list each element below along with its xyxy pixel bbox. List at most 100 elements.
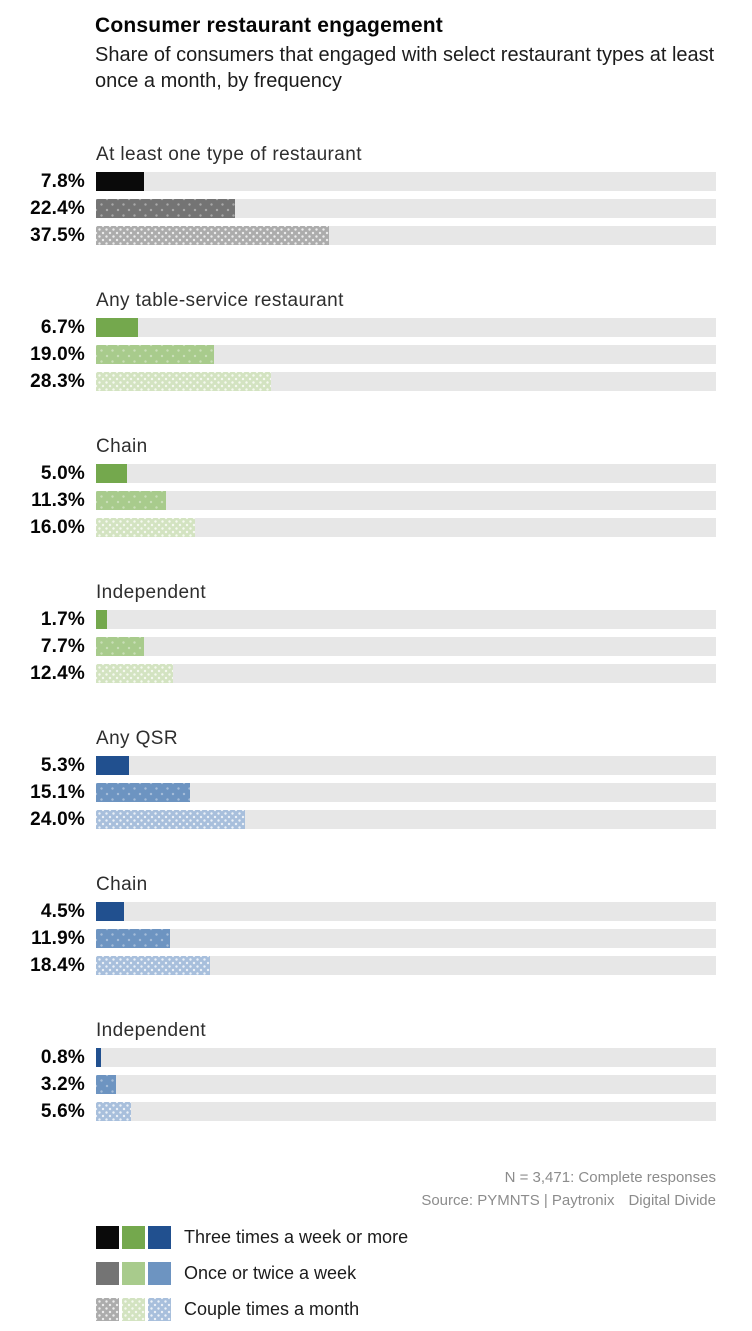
group-title: Chain (96, 874, 148, 895)
legend-swatches (96, 1226, 174, 1249)
bar-fill (96, 1102, 131, 1121)
chart-subtitle: Share of consumers that engaged with sel… (95, 44, 715, 92)
value-label: 16.0% (30, 516, 85, 538)
bar-fill (96, 226, 329, 245)
bar-row: 0.8% (0, 1046, 752, 1068)
bar-fill (96, 929, 170, 948)
bar-track (96, 226, 716, 245)
bar-fill (96, 518, 196, 537)
value-label: 28.3% (30, 370, 85, 392)
value-label: 19.0% (30, 343, 85, 365)
bar-group-any-qsr: Any QSR 5.3% 15.1% 24.0% (0, 728, 752, 830)
bar-fill (96, 345, 214, 364)
bar-row: 11.3% (0, 489, 752, 511)
value-label: 5.3% (40, 754, 85, 776)
bar-group-table-service-independent: Independent 1.7% 7.7% 12.4% (0, 582, 752, 684)
bar-row: 16.0% (0, 516, 752, 538)
bar-fill (96, 172, 145, 191)
bar-track (96, 1048, 716, 1067)
bar-track (96, 810, 716, 829)
value-label: 5.0% (40, 462, 85, 484)
bar-track (96, 783, 716, 802)
bar-fill (96, 372, 272, 391)
value-label: 18.4% (30, 954, 85, 976)
bar-fill (96, 956, 211, 975)
bar-fill (96, 199, 235, 218)
bar-row: 3.2% (0, 1073, 752, 1095)
bar-fill (96, 637, 144, 656)
group-title: Chain (96, 436, 148, 457)
bar-fill (96, 810, 245, 829)
bar-row: 4.5% (0, 900, 752, 922)
bar-row: 11.9% (0, 927, 752, 949)
legend-label: Couple times a month (184, 1299, 360, 1319)
group-title: At least one type of restaurant (96, 144, 362, 165)
bar-row: 7.7% (0, 635, 752, 657)
bar-row: 6.7% (0, 316, 752, 338)
swatch-green-freq1 (122, 1226, 145, 1249)
value-label: 24.0% (30, 808, 85, 830)
chart-footnote: N = 3,471: Complete responses Source: PY… (0, 1166, 716, 1212)
bar-group-qsr-chain: Chain 4.5% 11.9% 18.4% (0, 874, 752, 976)
legend-swatches (96, 1298, 174, 1321)
source-prefix: Source: PYMNTS | Paytronix (421, 1192, 615, 1209)
swatch-blue-freq3 (148, 1298, 171, 1321)
value-label: 4.5% (40, 900, 85, 922)
bar-fill (96, 1048, 101, 1067)
bar-track (96, 637, 716, 656)
value-label: 11.3% (31, 489, 85, 511)
value-label: 11.9% (31, 927, 85, 949)
legend-row-once-twice: Once or twice a week (96, 1262, 752, 1285)
bar-track (96, 929, 716, 948)
value-label: 15.1% (30, 781, 85, 803)
value-label: 7.7% (40, 635, 85, 657)
source-suffix: Digital Divide (628, 1192, 716, 1209)
value-label: 1.7% (40, 608, 85, 630)
bar-row: 5.0% (0, 462, 752, 484)
bar-track (96, 1075, 716, 1094)
bar-fill (96, 783, 190, 802)
bar-row: 19.0% (0, 343, 752, 365)
source-note: Source: PYMNTS | Paytronix Digital Divide (0, 1189, 716, 1212)
bar-fill (96, 610, 107, 629)
value-label: 7.8% (40, 170, 85, 192)
bar-fill (96, 491, 167, 510)
swatch-green-freq2 (122, 1262, 145, 1285)
value-label: 22.4% (30, 197, 85, 219)
legend-row-couple-times: Couple times a month (96, 1298, 752, 1321)
group-title: Any table-service restaurant (96, 290, 344, 311)
bar-track (96, 1102, 716, 1121)
bar-row: 28.3% (0, 370, 752, 392)
bar-row: 5.6% (0, 1101, 752, 1122)
bar-row: 5.3% (0, 754, 752, 776)
bar-row: 18.4% (0, 954, 752, 976)
bar-group-any-table-service: Any table-service restaurant 6.7% 19.0% … (0, 290, 752, 392)
value-label: 0.8% (40, 1046, 85, 1068)
bar-track (96, 345, 716, 364)
bar-track (96, 518, 716, 537)
bar-chart: At least one type of restaurant 7.8% 22.… (0, 144, 752, 1122)
swatch-gray-freq1 (96, 1226, 119, 1249)
bar-fill (96, 756, 129, 775)
bar-track (96, 318, 716, 337)
bar-track (96, 464, 716, 483)
bar-track (96, 172, 716, 191)
bar-row: 12.4% (0, 663, 752, 684)
swatch-gray-freq3 (96, 1298, 119, 1321)
legend-label: Three times a week or more (184, 1227, 409, 1247)
bar-track (96, 756, 716, 775)
value-label: 3.2% (40, 1073, 85, 1095)
group-title: Independent (96, 582, 207, 603)
value-label: 6.7% (40, 316, 85, 338)
group-title: Independent (96, 1020, 207, 1041)
bar-fill (96, 902, 124, 921)
bar-row: 37.5% (0, 225, 752, 246)
swatch-green-freq3 (122, 1298, 145, 1321)
bar-group-qsr-independent: Independent 0.8% 3.2% 5.6% (0, 1020, 752, 1122)
chart-legend: Three times a week or more Once or twice… (96, 1226, 752, 1331)
bar-row: 7.8% (0, 170, 752, 192)
swatch-blue-freq2 (148, 1262, 171, 1285)
bar-track (96, 199, 716, 218)
bar-fill (96, 664, 173, 683)
bar-fill (96, 464, 127, 483)
